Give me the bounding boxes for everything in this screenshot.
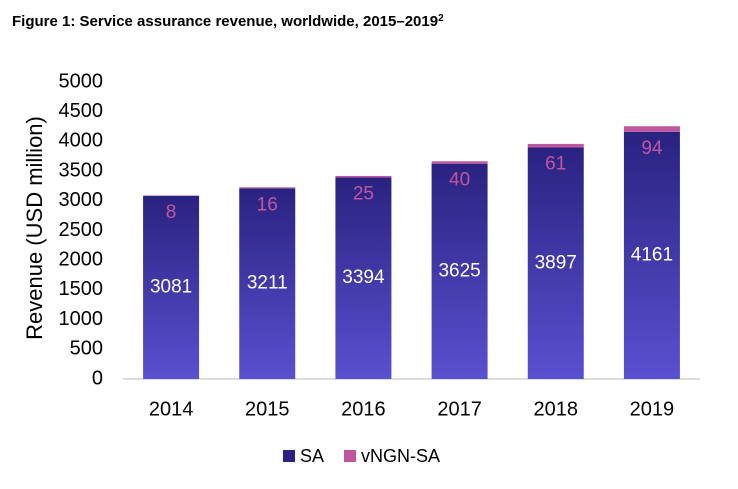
- data-label: 3897: [535, 252, 577, 273]
- data-label: 3394: [342, 267, 385, 288]
- bar-segment: [527, 143, 584, 148]
- y-axis-label: Revenue (USD million): [22, 116, 47, 340]
- x-tick-label: 2016: [341, 398, 386, 420]
- data-label: 40: [449, 170, 470, 191]
- x-tick-label: 2019: [630, 398, 675, 420]
- y-tick-label: 500: [70, 338, 103, 360]
- data-label: 4161: [631, 244, 673, 265]
- legend-swatch: [344, 450, 356, 462]
- title-note: 2: [438, 13, 444, 24]
- data-label: 61: [545, 154, 566, 175]
- y-tick-label: 3000: [59, 189, 104, 211]
- x-tick-label: 2014: [149, 398, 194, 420]
- bar-segment: [623, 131, 680, 379]
- x-tick-label: 2015: [245, 398, 290, 420]
- bar-segment: [431, 163, 488, 379]
- legend-label: SA: [300, 446, 324, 466]
- bar-segment: [239, 187, 296, 189]
- y-tick-label: 1500: [59, 278, 104, 300]
- bar-segment: [335, 177, 392, 379]
- y-tick-label: 5000: [59, 70, 104, 92]
- data-label: 8: [166, 202, 177, 223]
- y-tick-label: 3500: [59, 159, 104, 181]
- data-label: 16: [257, 194, 278, 215]
- data-label: 3211: [247, 273, 288, 294]
- data-label: 3625: [438, 260, 480, 281]
- bar-segment: [239, 188, 296, 379]
- legend-label: vNGN-SA: [361, 446, 440, 466]
- chart-title: Figure 1: Service assurance revenue, wor…: [12, 13, 444, 30]
- x-tick-label: 2017: [437, 398, 482, 420]
- y-tick-label: 0: [92, 367, 103, 389]
- y-tick-label: 1000: [59, 308, 104, 330]
- bar-segment: [335, 175, 392, 178]
- y-tick-label: 4500: [59, 100, 104, 122]
- legend-swatch: [283, 450, 295, 462]
- data-label: 3081: [150, 277, 192, 298]
- data-label: 94: [641, 138, 663, 159]
- bar-segment: [527, 147, 584, 379]
- data-label: 25: [353, 183, 374, 204]
- bar-segment: [623, 126, 680, 132]
- y-tick-label: 2500: [59, 219, 104, 241]
- bar-segment: [143, 195, 200, 379]
- bar-segment: [431, 161, 488, 164]
- y-tick-label: 2000: [59, 248, 104, 270]
- y-tick-label: 4000: [59, 130, 104, 152]
- x-tick-label: 2018: [534, 398, 579, 420]
